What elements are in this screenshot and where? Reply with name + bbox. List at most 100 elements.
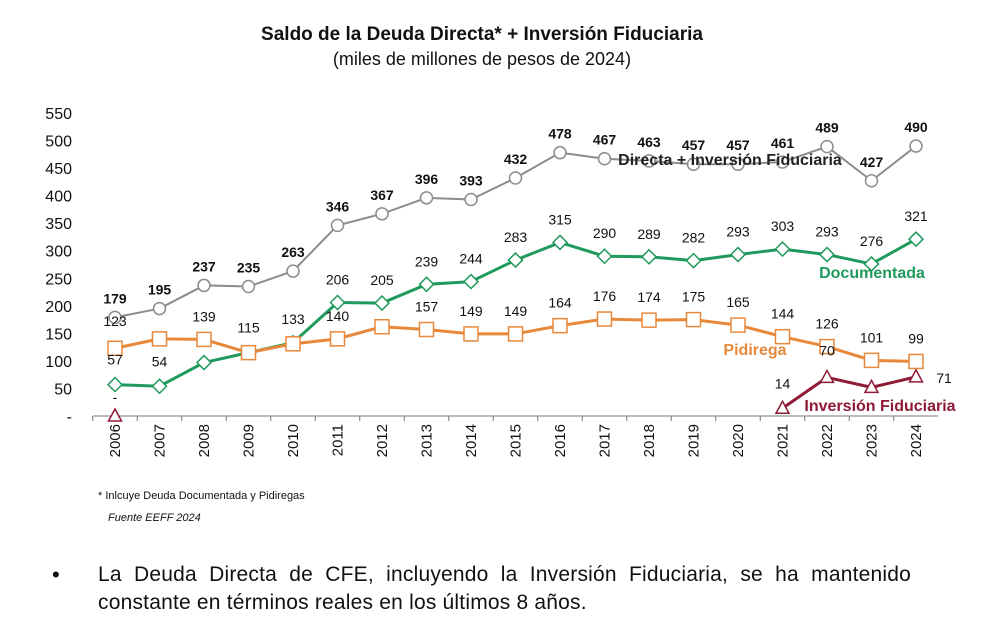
data-point bbox=[375, 207, 389, 221]
y-tick-label: 250 bbox=[45, 271, 72, 288]
data-point bbox=[508, 171, 523, 185]
data-label: 149 bbox=[459, 303, 483, 319]
data-point bbox=[819, 368, 835, 384]
data-label: 463 bbox=[637, 134, 661, 150]
y-tick-label: 450 bbox=[45, 161, 72, 178]
data-label: 290 bbox=[593, 225, 617, 241]
data-label: 346 bbox=[326, 198, 350, 214]
data-point bbox=[729, 246, 747, 263]
data-point bbox=[152, 301, 167, 316]
data-point bbox=[507, 326, 524, 342]
y-tick-label: 150 bbox=[45, 326, 72, 343]
debt-chart: Saldo de la Deuda Directa* + Inversión F… bbox=[45, 24, 955, 457]
data-label: 461 bbox=[771, 135, 795, 151]
data-point bbox=[731, 157, 745, 171]
data-point bbox=[686, 157, 701, 171]
data-label: 282 bbox=[682, 230, 706, 246]
data-point bbox=[330, 218, 345, 233]
data-point bbox=[418, 321, 435, 338]
data-point bbox=[642, 154, 656, 168]
source-note: Fuente EEFF 2024 bbox=[108, 512, 201, 524]
data-label: 174 bbox=[637, 289, 661, 305]
footnote: * Inlcuye Deuda Documentada y Pidiregas bbox=[98, 490, 305, 502]
y-tick-label: 500 bbox=[45, 134, 72, 151]
data-label: 321 bbox=[904, 208, 928, 224]
data-point bbox=[553, 145, 567, 160]
x-tick-label: 2011 bbox=[330, 424, 347, 456]
y-tick-label: 100 bbox=[45, 354, 72, 371]
series-line-3 bbox=[781, 375, 917, 410]
data-point bbox=[463, 326, 479, 342]
data-point bbox=[197, 278, 211, 293]
data-label: 206 bbox=[326, 272, 350, 288]
data-label: 149 bbox=[504, 303, 528, 319]
data-label: 432 bbox=[504, 151, 528, 167]
data-point bbox=[597, 151, 612, 166]
data-point bbox=[286, 264, 300, 278]
data-label: 393 bbox=[459, 172, 483, 188]
data-point bbox=[106, 376, 124, 393]
data-label: 315 bbox=[548, 211, 572, 227]
series-markers bbox=[106, 139, 925, 422]
data-point bbox=[907, 231, 925, 248]
data-point bbox=[464, 192, 478, 207]
x-tick-label: 2009 bbox=[241, 424, 258, 457]
y-tick-label: 50 bbox=[54, 381, 72, 398]
data-label: 157 bbox=[415, 299, 439, 315]
y-tick-label: - bbox=[67, 409, 72, 426]
data-point bbox=[374, 319, 390, 335]
data-point bbox=[373, 295, 391, 312]
y-tick-label: 300 bbox=[45, 244, 72, 261]
data-label: 427 bbox=[860, 154, 884, 170]
data-label: 133 bbox=[281, 311, 305, 327]
data-label: 123 bbox=[103, 313, 127, 329]
x-tick-label: 2021 bbox=[775, 424, 792, 457]
data-point bbox=[640, 248, 658, 265]
data-point bbox=[863, 378, 880, 394]
data-point bbox=[195, 354, 213, 371]
data-point bbox=[107, 407, 123, 422]
data-point bbox=[596, 248, 613, 265]
x-tick-label: 2022 bbox=[819, 424, 836, 457]
data-point bbox=[240, 344, 257, 361]
data-label: 235 bbox=[237, 260, 261, 276]
data-point bbox=[329, 331, 346, 347]
data-point bbox=[774, 328, 791, 345]
data-point bbox=[819, 338, 835, 355]
data-point bbox=[774, 241, 791, 258]
data-point bbox=[418, 276, 435, 293]
data-label: 467 bbox=[593, 132, 617, 148]
data-label: 293 bbox=[815, 224, 839, 240]
data-point bbox=[551, 234, 569, 251]
data-label: 205 bbox=[370, 272, 394, 288]
data-point bbox=[730, 317, 746, 333]
x-tick-label: 2010 bbox=[285, 424, 302, 457]
data-label: 71 bbox=[936, 370, 952, 386]
data-point bbox=[908, 353, 924, 370]
x-tick-label: 2008 bbox=[196, 424, 213, 457]
data-label: 14 bbox=[775, 375, 791, 391]
series-name-fiduciaria: Inversión Fiduciaria bbox=[804, 398, 955, 415]
series-lines bbox=[114, 145, 917, 410]
data-point bbox=[818, 246, 836, 263]
data-point bbox=[820, 139, 834, 154]
data-label: 263 bbox=[281, 244, 305, 260]
data-label: 457 bbox=[682, 137, 706, 153]
x-tick-label: 2017 bbox=[597, 424, 614, 457]
data-label: 176 bbox=[593, 288, 617, 304]
chart-title: Saldo de la Deuda Directa* + Inversión F… bbox=[261, 24, 703, 45]
data-label: 165 bbox=[726, 294, 750, 310]
data-labels: 179 195 237 235 263 346 367 396 393 432 478 467 463 4… bbox=[103, 119, 952, 405]
x-tick-label: 2019 bbox=[686, 424, 703, 457]
data-point bbox=[419, 191, 434, 205]
data-label: 293 bbox=[726, 224, 750, 240]
data-label: 126 bbox=[815, 316, 839, 332]
x-tick-label: 2018 bbox=[641, 424, 658, 457]
series-name-documentada: Documentada bbox=[819, 265, 925, 282]
series-name-pidirega: Pidirega bbox=[723, 342, 786, 359]
x-tick-label: 2014 bbox=[463, 424, 480, 457]
chart-subtitle: (miles de millones de pesos de 2024) bbox=[333, 49, 631, 69]
data-point bbox=[107, 340, 123, 356]
data-point bbox=[108, 310, 122, 325]
x-tick-label: 2016 bbox=[552, 424, 569, 457]
